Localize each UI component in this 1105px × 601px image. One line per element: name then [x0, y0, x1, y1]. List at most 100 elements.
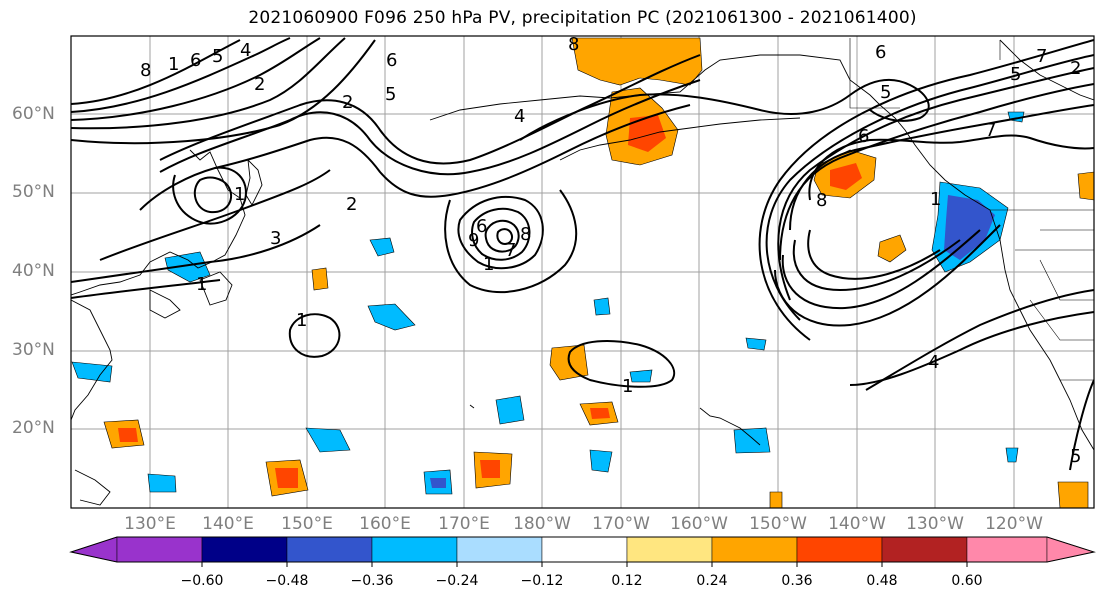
contour-label: 4	[514, 106, 525, 127]
longitude-label: 140°W	[828, 514, 886, 534]
precip-negative-core	[430, 478, 446, 488]
longitude-label: 120°W	[985, 514, 1043, 534]
borders	[849, 38, 1094, 381]
contour-label: 1	[930, 189, 941, 210]
latitude-label: 50°N	[12, 182, 55, 202]
contour-label: 7	[505, 240, 516, 261]
colorbar-segment	[881, 536, 968, 563]
contour-label: 6	[875, 42, 886, 63]
precip-negative-area	[71, 361, 113, 383]
contour-label: 2	[342, 92, 353, 113]
colorbar-segment	[116, 536, 203, 563]
precip-positive-core	[830, 163, 862, 190]
contour-label: 8	[140, 60, 151, 81]
precip-positive-area	[877, 234, 907, 263]
precip-negative-area	[369, 237, 395, 257]
precip-positive-core	[590, 408, 610, 419]
contour-label: 7	[985, 120, 996, 141]
precip-positive-core	[275, 468, 298, 488]
longitude-label: 160°W	[670, 514, 728, 534]
latitude-label: 20°N	[12, 418, 55, 438]
precip-negative-area	[629, 369, 653, 383]
colorbar-tick-label: −0.60	[180, 573, 224, 589]
precip-negative-area	[733, 427, 771, 454]
longitude-label: 170°E	[438, 514, 490, 534]
colorbar-tick-label: −0.36	[350, 573, 394, 589]
precip-negative-area	[495, 395, 525, 425]
colorbar-ticks	[201, 562, 968, 567]
longitude-label: 170°W	[592, 514, 650, 534]
latitude-label: 60°N	[12, 104, 55, 124]
colorbar-segment	[456, 536, 543, 563]
colorbar	[69, 536, 1096, 567]
contour-label: 5	[212, 46, 223, 67]
contour-label: 1	[622, 376, 633, 397]
precip-positive-area	[769, 491, 783, 508]
precip-negative-core	[944, 195, 995, 260]
contour-label: 6	[386, 50, 397, 71]
colorbar-tick-label: 0.36	[781, 573, 813, 589]
colorbar-segment	[541, 536, 628, 563]
colorbar-segment	[286, 536, 373, 563]
contour-label: 1	[168, 54, 179, 75]
colorbar-outline	[69, 536, 1096, 563]
precip-positive-core	[480, 460, 500, 478]
contour-label: 2	[1070, 58, 1081, 79]
contour-label: 4	[928, 352, 939, 373]
map-frame	[70, 35, 1095, 509]
contour-label: 6	[476, 216, 487, 237]
longitude-label: 140°E	[202, 514, 254, 534]
contour-label: 5	[880, 82, 891, 103]
map-panel: 8 1 6 5 4 2 6 8 5 2 4 6 5 7 6 5 7 2 2 3 …	[70, 35, 1095, 509]
colorbar-segment	[711, 536, 798, 563]
longitude-label: 160°E	[359, 514, 411, 534]
latitude-label: 40°N	[12, 261, 55, 281]
colorbar-segment	[201, 536, 288, 563]
colorbar-tick-label: −0.48	[265, 573, 309, 589]
precip-positive-area	[311, 267, 329, 291]
precip-positive-core	[628, 115, 666, 152]
contour-label: 1	[296, 310, 307, 331]
pv-contours	[71, 37, 1094, 471]
contour-label: 5	[1070, 446, 1081, 467]
contour-label: 8	[520, 224, 531, 245]
precip-negative-area	[593, 297, 611, 316]
contour-label: 2	[254, 74, 265, 95]
contour-label: 1	[483, 254, 494, 275]
colorbar-segment	[371, 536, 458, 563]
precip-negative-area	[745, 337, 767, 351]
chart-title: 2021060900 F096 250 hPa PV, precipitatio…	[248, 8, 917, 28]
contour-label: 3	[270, 228, 281, 249]
contour-label: 5	[1010, 64, 1021, 85]
precip-positive-area	[571, 37, 703, 86]
precip-negative-area	[1005, 447, 1019, 463]
colorbar-segment	[796, 536, 883, 563]
colorbar-tick-label: −0.24	[435, 573, 479, 589]
contour-label: 6	[190, 50, 201, 71]
colorbar-tick-label: 0.48	[866, 573, 898, 589]
colorbar-tick-label: 0.24	[696, 573, 728, 589]
contour-label: 1	[196, 274, 207, 295]
contour-label: 8	[816, 190, 827, 211]
colorbar-tick-label: −0.12	[520, 573, 564, 589]
precip-negative-area	[367, 303, 416, 331]
precip-positive-area	[1077, 171, 1094, 201]
colorbar-tick-label: 0.60	[951, 573, 983, 589]
longitude-label: 130°W	[906, 514, 964, 534]
precip-positive-core	[118, 428, 138, 442]
contour-label: 1	[234, 184, 245, 205]
contour-label: 7	[1036, 46, 1047, 67]
contour-label-group: 8 1 6 5 4 2 6 8 5 2 4 6 5 7 6 5 7 2 2 3 …	[140, 36, 1081, 467]
longitude-label: 180°W	[513, 514, 571, 534]
precip-negative-area	[147, 473, 177, 493]
colorbar-tick-label: 0.12	[611, 573, 643, 589]
longitude-label: 150°E	[281, 514, 333, 534]
contour-label: 2	[346, 194, 357, 215]
precip-negative-area	[589, 449, 613, 473]
contour-label: 4	[240, 40, 251, 61]
longitude-label: 130°E	[124, 514, 176, 534]
contour-label: 6	[858, 126, 869, 147]
longitude-label: 150°W	[749, 514, 807, 534]
contour-label: 9	[468, 230, 479, 251]
colorbar-segment	[626, 536, 713, 563]
